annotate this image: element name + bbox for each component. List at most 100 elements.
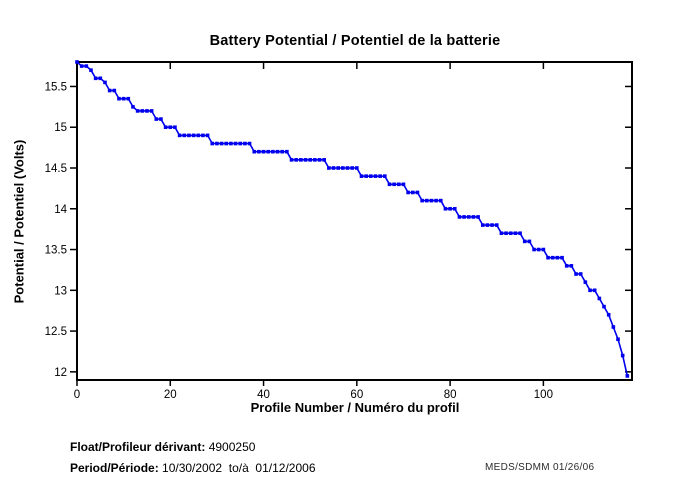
x-axis-label: Profile Number / Numéro du profil bbox=[250, 400, 460, 415]
data-point-marker bbox=[527, 239, 532, 244]
data-point-marker bbox=[219, 141, 224, 146]
data-point-marker bbox=[233, 141, 238, 146]
data-point-marker bbox=[135, 109, 140, 113]
data-point-marker bbox=[238, 141, 243, 146]
data-point-marker bbox=[289, 158, 294, 162]
y-tick-label: 15 bbox=[54, 122, 67, 134]
data-point-marker bbox=[401, 182, 406, 187]
x-tick-label: 40 bbox=[257, 389, 270, 401]
data-point-marker bbox=[616, 337, 620, 342]
data-point-marker bbox=[303, 158, 308, 162]
data-point-marker bbox=[588, 288, 592, 293]
data-point-marker bbox=[215, 141, 219, 146]
data-point-marker bbox=[117, 96, 121, 101]
data-point-marker bbox=[182, 133, 187, 138]
data-point-marker bbox=[294, 158, 299, 162]
footer-float-line: Float/Profileur dérivant: 4900250 bbox=[70, 440, 255, 454]
data-point-marker bbox=[574, 272, 578, 276]
data-point-marker bbox=[480, 223, 485, 227]
axes-box bbox=[76, 61, 633, 381]
data-point-marker bbox=[369, 174, 373, 178]
data-point-marker bbox=[173, 125, 177, 130]
data-point-marker bbox=[75, 60, 79, 64]
data-point-marker bbox=[313, 158, 317, 162]
data-point-marker bbox=[452, 206, 457, 211]
data-point-marker bbox=[243, 141, 247, 146]
data-point-marker bbox=[620, 353, 625, 358]
data-point-marker bbox=[429, 198, 434, 203]
x-tick-label: 0 bbox=[74, 389, 80, 401]
data-point-marker bbox=[336, 166, 340, 170]
data-point-marker bbox=[406, 190, 410, 195]
data-point-marker bbox=[285, 149, 289, 154]
data-point-marker bbox=[508, 231, 513, 236]
battery-potential-line bbox=[76, 61, 629, 377]
data-point-marker bbox=[299, 158, 303, 162]
y-tick-label: 14 bbox=[54, 204, 67, 216]
data-point-marker bbox=[252, 149, 257, 154]
data-point-marker bbox=[84, 64, 89, 68]
y-tick-label: 12 bbox=[54, 367, 67, 379]
data-point-marker bbox=[578, 272, 583, 276]
data-point-marker bbox=[373, 174, 378, 178]
data-point-marker bbox=[317, 158, 322, 162]
x-tick-label: 60 bbox=[350, 389, 363, 401]
data-point-marker bbox=[504, 231, 508, 236]
data-point-marker bbox=[140, 109, 145, 113]
data-point-marker bbox=[383, 174, 387, 178]
data-point-marker bbox=[191, 133, 196, 138]
data-point-marker bbox=[583, 280, 588, 284]
y-tick-label: 15.5 bbox=[45, 81, 67, 93]
y-tick-label: 12.5 bbox=[45, 326, 67, 338]
credit-text: MEDS/SDMM 01/26/06 bbox=[485, 462, 595, 473]
data-point-marker bbox=[112, 88, 117, 93]
data-point-marker bbox=[569, 264, 574, 268]
data-point-marker bbox=[541, 247, 546, 252]
data-point-marker bbox=[210, 141, 215, 146]
data-point-marker bbox=[196, 133, 201, 138]
data-point-marker bbox=[597, 296, 602, 301]
data-point-marker bbox=[359, 174, 364, 178]
data-point-marker bbox=[98, 76, 103, 81]
x-tick-label: 100 bbox=[534, 389, 553, 401]
data-point-marker bbox=[536, 247, 541, 252]
data-point-marker bbox=[149, 109, 154, 113]
data-point-marker bbox=[560, 255, 564, 260]
data-point-marker bbox=[275, 149, 280, 154]
float-value: 4900250 bbox=[205, 440, 256, 454]
y-tick-label: 14.5 bbox=[45, 163, 67, 175]
data-point-marker bbox=[341, 166, 345, 170]
data-point-marker bbox=[131, 105, 135, 109]
data-point-marker bbox=[625, 374, 630, 378]
data-point-marker bbox=[126, 96, 131, 101]
data-point-marker bbox=[224, 141, 229, 146]
data-point-marker bbox=[177, 133, 182, 138]
data-point-marker bbox=[350, 166, 354, 170]
data-point-marker bbox=[485, 223, 490, 227]
data-point-marker bbox=[159, 117, 163, 121]
data-point-marker bbox=[355, 166, 359, 170]
data-point-marker bbox=[606, 312, 611, 317]
data-point-marker bbox=[546, 255, 550, 260]
y-tick-label: 13.5 bbox=[45, 245, 67, 257]
data-point-marker bbox=[592, 288, 597, 293]
data-point-marker bbox=[457, 215, 462, 219]
data-point-marker bbox=[434, 198, 438, 203]
data-point-marker bbox=[490, 223, 494, 227]
data-point-marker bbox=[513, 231, 518, 236]
data-point-marker bbox=[261, 149, 266, 154]
data-point-marker bbox=[462, 215, 466, 219]
data-point-marker bbox=[107, 88, 112, 93]
data-point-marker bbox=[271, 149, 275, 154]
y-tick-label: 13 bbox=[54, 285, 67, 297]
data-point-marker bbox=[89, 68, 93, 72]
data-point-marker bbox=[424, 198, 429, 203]
data-point-marker bbox=[499, 231, 504, 236]
data-point-marker bbox=[154, 117, 159, 121]
y-axis-label: Potential / Potentiel (Volts) bbox=[11, 139, 27, 304]
data-point-marker bbox=[266, 149, 271, 154]
data-point-marker bbox=[163, 125, 168, 130]
data-point-marker bbox=[229, 141, 233, 146]
